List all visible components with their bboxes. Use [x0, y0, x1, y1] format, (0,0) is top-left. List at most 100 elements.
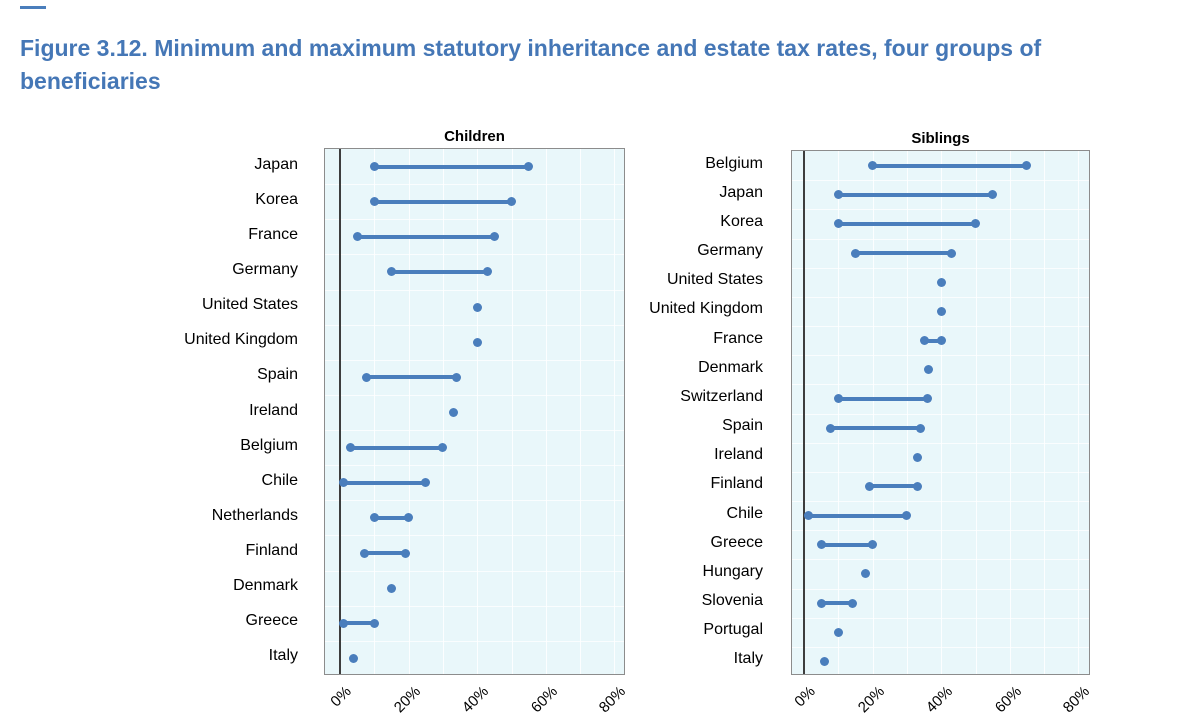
min-dot — [369, 513, 379, 523]
min-dot — [816, 598, 826, 608]
min-dot — [833, 394, 843, 404]
max-dot — [946, 248, 956, 258]
single-rate-dot — [833, 627, 843, 637]
panel-title-children: Children — [444, 128, 505, 145]
country-label: Belgium — [705, 154, 763, 172]
max-dot — [452, 372, 462, 382]
single-rate-dot — [936, 277, 946, 287]
country-label: Japan — [719, 183, 763, 201]
range-bar — [872, 163, 1027, 168]
max-dot — [922, 394, 932, 404]
max-dot — [404, 513, 414, 523]
horizontal-gridline — [325, 219, 624, 221]
horizontal-gridline — [792, 180, 1089, 182]
panel-title-siblings: Siblings — [911, 130, 970, 147]
zero-axis-line — [339, 149, 341, 674]
range-bar — [821, 542, 873, 547]
range-bar — [343, 480, 426, 485]
horizontal-gridline — [792, 530, 1089, 532]
zero-axis-line — [803, 151, 805, 674]
horizontal-gridline — [325, 500, 624, 502]
plot-area-children — [324, 148, 625, 675]
min-dot — [361, 372, 371, 382]
horizontal-gridline — [325, 254, 624, 256]
max-dot — [489, 232, 499, 242]
max-dot — [868, 540, 878, 550]
vertical-gridline — [1009, 151, 1011, 674]
horizontal-gridline — [792, 588, 1089, 590]
range-bar — [808, 513, 907, 518]
country-label: Belgium — [240, 436, 298, 454]
horizontal-gridline — [325, 324, 624, 326]
horizontal-gridline — [325, 605, 624, 607]
vertical-gridline — [906, 151, 908, 674]
range-bar — [343, 621, 375, 626]
vertical-gridline — [1044, 151, 1046, 674]
min-dot — [359, 548, 369, 558]
country-label: United States — [201, 296, 298, 314]
min-dot — [816, 540, 826, 550]
single-rate-dot — [472, 337, 482, 347]
range-bar — [357, 234, 495, 239]
single-rate-dot — [912, 452, 922, 462]
country-label: Germany — [697, 242, 763, 260]
horizontal-gridline — [325, 640, 624, 642]
country-label: Denmark — [698, 358, 763, 376]
x-tick-label: 80% — [596, 683, 630, 717]
country-label: Finland — [710, 475, 763, 493]
country-label: United Kingdom — [649, 300, 763, 318]
horizontal-gridline — [792, 296, 1089, 298]
vertical-gridline — [872, 151, 874, 674]
x-tick-label: 40% — [458, 683, 493, 717]
country-label: Chile — [261, 471, 298, 489]
range-bar — [838, 221, 976, 226]
x-tick-label: 0% — [327, 683, 356, 711]
range-bar — [838, 192, 993, 197]
max-dot — [524, 162, 534, 172]
range-bar — [364, 551, 406, 556]
single-rate-dot — [472, 302, 482, 312]
country-label: Finland — [245, 542, 298, 560]
vertical-gridline — [511, 149, 513, 674]
single-rate-dot — [386, 583, 396, 593]
min-dot — [352, 232, 362, 242]
country-label: Hungary — [702, 562, 763, 580]
single-rate-dot — [923, 365, 933, 375]
horizontal-gridline — [325, 359, 624, 361]
vertical-gridline — [374, 149, 376, 674]
max-dot — [421, 478, 431, 488]
country-label: Korea — [255, 190, 298, 208]
horizontal-gridline — [792, 267, 1089, 269]
single-rate-dot — [820, 656, 830, 666]
country-label: France — [713, 329, 763, 347]
horizontal-gridline — [792, 384, 1089, 386]
min-dot — [338, 478, 348, 488]
max-dot — [912, 481, 922, 491]
vertical-gridline — [838, 151, 840, 674]
vertical-gridline — [941, 151, 943, 674]
country-label: Chile — [726, 504, 763, 522]
max-dot — [988, 190, 998, 200]
max-dot — [971, 219, 980, 229]
min-dot — [850, 248, 860, 258]
single-rate-dot — [349, 653, 359, 663]
max-dot — [936, 336, 946, 346]
min-dot — [833, 190, 843, 200]
horizontal-gridline — [792, 646, 1089, 648]
single-rate-dot — [448, 408, 458, 417]
min-dot — [369, 197, 379, 207]
country-label: Korea — [720, 212, 763, 230]
range-bar — [366, 375, 457, 380]
horizontal-gridline — [792, 617, 1089, 619]
range-bar — [838, 396, 928, 401]
vertical-gridline — [477, 149, 479, 674]
country-label: Italy — [733, 650, 763, 668]
range-bar — [855, 251, 952, 256]
horizontal-gridline — [325, 465, 624, 467]
country-label: Slovenia — [701, 592, 763, 610]
figure-title: Figure 3.12. Minimum and maximum statuto… — [20, 35, 1042, 94]
max-dot — [902, 511, 912, 521]
min-dot — [803, 511, 813, 521]
horizontal-gridline — [792, 559, 1089, 561]
horizontal-gridline — [325, 535, 624, 537]
